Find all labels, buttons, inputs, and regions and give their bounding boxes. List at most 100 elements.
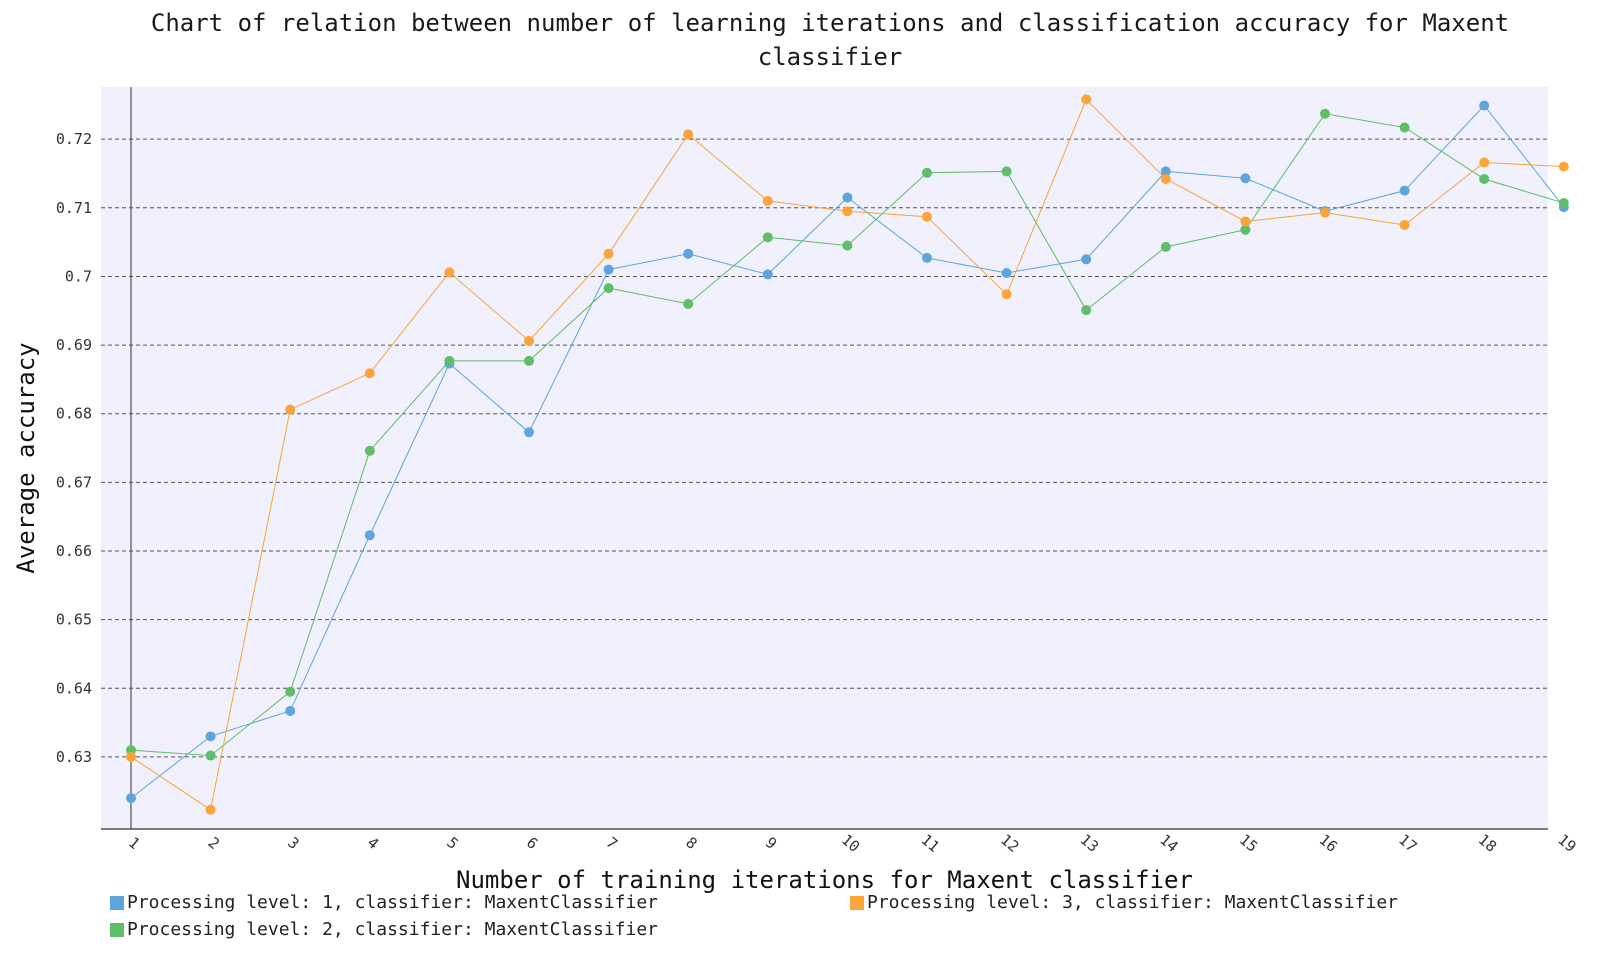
data-point [364,530,375,541]
data-point [1160,241,1171,252]
legend-item[interactable]: Processing level: 1, classifier: MaxentC… [110,893,658,913]
data-point [444,267,455,278]
data-point [1001,268,1012,279]
data-point [842,206,853,217]
x-tick-label: 13 [1077,830,1102,855]
x-tick-label: 10 [838,830,863,855]
x-tick-labels: 1 2 3 4 5 6 7 8 9 10 11 12 13 14 15 16 17 18 19 [125,830,1580,855]
data-point [1081,305,1092,316]
series-group [126,94,1569,815]
x-tick-label: 5 [443,833,461,853]
data-point [1240,216,1251,227]
data-point [205,750,216,761]
data-point [205,731,216,742]
data-point [1160,173,1171,184]
data-point [126,793,136,804]
data-point [603,248,614,259]
data-point [762,195,773,206]
data-point [524,355,534,366]
data-point [1558,161,1569,172]
y-tick-label: 0.64 [56,679,92,697]
x-tick-label: 2 [205,833,223,853]
data-point [1558,198,1569,209]
data-point [603,264,614,275]
y-tick-label: 0.7 [65,267,92,285]
data-point [1479,100,1490,111]
series-layer [126,94,1569,815]
legend-label: Processing level: 3, classifier: MaxentC… [867,892,1399,913]
data-point [285,404,296,415]
y-tick-label: 0.67 [56,473,92,491]
data-point [922,211,932,222]
y-tick-labels: 0.63 0.64 0.65 0.66 0.67 0.68 0.69 0.7 0.71 0.72 [56,130,92,766]
x-tick-label: 18 [1475,830,1500,855]
data-point [1001,166,1012,177]
x-tick-label: 17 [1395,830,1420,855]
series-group [126,108,1569,761]
data-point [205,804,216,815]
data-point [683,129,694,140]
plot-background [101,87,1548,829]
chart-title: Chart of relation between number of lear… [150,9,1510,71]
x-tick-label: 3 [284,833,302,853]
data-point [126,751,136,762]
data-point [842,240,853,251]
x-tick-label: 14 [1156,830,1181,855]
data-point [364,445,375,456]
data-point [762,269,773,280]
legend: Processing level: 1, classifier: MaxentC… [110,893,1570,953]
x-tick-label: 4 [364,833,382,853]
data-point [762,232,773,243]
data-point [683,298,694,309]
x-tick-label: 1 [125,833,143,853]
x-tick-label: 6 [523,833,541,853]
y-tick-label: 0.71 [56,199,92,217]
x-tick-label: 7 [603,833,621,853]
data-point [1320,207,1330,218]
legend-label: Processing level: 2, classifier: MaxentC… [127,919,659,940]
legend-swatch [850,896,864,910]
data-point [1479,173,1490,184]
legend-label: Processing level: 1, classifier: MaxentC… [127,892,659,913]
data-point [1320,108,1330,119]
x-tick-label: 15 [1236,830,1261,855]
data-point [1160,166,1171,177]
data-point [524,335,534,346]
data-point [922,167,932,178]
data-point [1479,157,1490,168]
data-point [1399,219,1410,230]
y-tick-label: 0.69 [56,336,92,354]
data-point [285,705,296,716]
y-tick-label: 0.65 [56,611,92,629]
x-tick-label: 12 [997,830,1022,855]
x-tick-label: 16 [1316,830,1341,855]
x-tick-label: 9 [762,833,780,853]
data-point [1240,224,1251,235]
data-point [285,686,296,697]
data-point [1399,122,1410,133]
data-point [842,192,853,203]
y-axis-title: Average accuracy [12,342,40,573]
legend-swatch [110,923,124,937]
y-tick-label: 0.63 [56,748,92,766]
y-tick-label: 0.68 [56,405,92,423]
data-point [1001,289,1012,300]
data-point [1399,185,1410,196]
data-point [364,368,375,379]
x-axis-title: Number of training iterations for Maxent… [456,866,1193,894]
x-tick-label: 8 [682,833,700,853]
data-point [1081,254,1092,265]
legend-item[interactable]: Processing level: 2, classifier: MaxentC… [110,920,658,940]
data-point [126,745,136,756]
data-point [1081,94,1092,105]
y-tick-label: 0.72 [56,130,92,148]
data-point [1240,173,1251,184]
y-tick-label: 0.66 [56,542,92,560]
x-tick-label: 19 [1554,830,1579,855]
data-point [603,283,614,294]
data-point [524,427,534,438]
legend-item[interactable]: Processing level: 3, classifier: MaxentC… [850,893,1398,913]
x-tick-label: 11 [918,830,943,855]
data-point [444,355,455,366]
